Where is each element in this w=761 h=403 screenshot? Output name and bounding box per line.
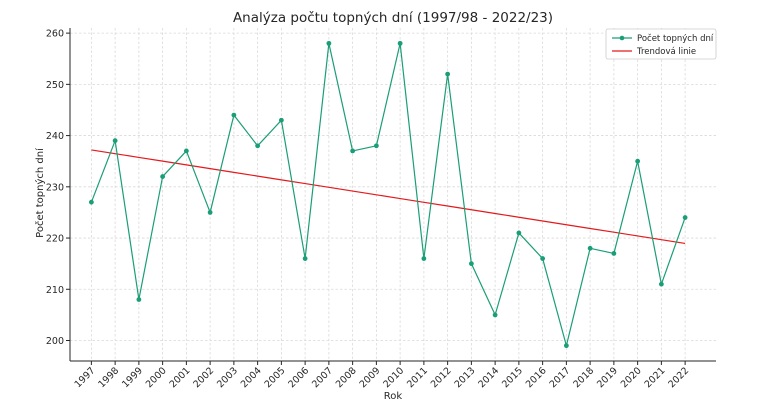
chart-title: Analýza počtu topných dní (1997/98 - 202… [233, 10, 553, 26]
legend-label-heating-days: Počet topných dní [637, 33, 714, 44]
data-point [160, 174, 166, 179]
data-point [136, 297, 142, 302]
data-point [587, 245, 593, 251]
data-point [302, 256, 308, 261]
data-point [112, 138, 118, 144]
data-point [88, 199, 94, 205]
legend-box [605, 28, 717, 60]
y-tick-label: 200 [46, 336, 64, 347]
data-point [611, 251, 617, 256]
y-tick-label: 250 [46, 80, 64, 91]
legend-marker-heating-days [619, 35, 625, 41]
series-line-heating-days [90, 42, 686, 347]
data-point [255, 143, 261, 149]
data-point [563, 343, 569, 349]
y-tick-label: 230 [46, 182, 64, 193]
y-axis-ticks: 200 210 220 230 240 250 260 [46, 29, 70, 347]
data-point [350, 148, 356, 154]
data-point [445, 71, 451, 77]
data-point [207, 210, 213, 215]
y-tick-label: 210 [46, 285, 64, 296]
gridlines [70, 28, 716, 361]
data-point [658, 281, 664, 287]
data-point [326, 40, 332, 46]
y-tick-label: 260 [46, 29, 64, 40]
x-axis-label: Rok [384, 391, 403, 402]
y-axis-label: Počet topných dní [34, 147, 46, 238]
data-point [468, 261, 474, 267]
data-point [635, 158, 641, 164]
data-point [231, 112, 237, 118]
axes [69, 28, 716, 362]
legend: Počet topných dní Trendová linie [605, 28, 717, 60]
data-point [373, 143, 379, 149]
y-tick-label: 220 [46, 234, 64, 245]
data-point [183, 148, 189, 154]
series-line-trend [91, 149, 686, 245]
data-point [540, 256, 546, 261]
data-point [682, 215, 688, 220]
y-tick-label: 240 [46, 131, 64, 142]
data-point [421, 256, 427, 261]
data-point [397, 40, 403, 46]
data-point [492, 312, 498, 318]
data-point [516, 230, 522, 236]
data-point [278, 117, 284, 123]
legend-label-trend-line: Trendová linie [636, 47, 696, 57]
series-layer [88, 40, 688, 349]
